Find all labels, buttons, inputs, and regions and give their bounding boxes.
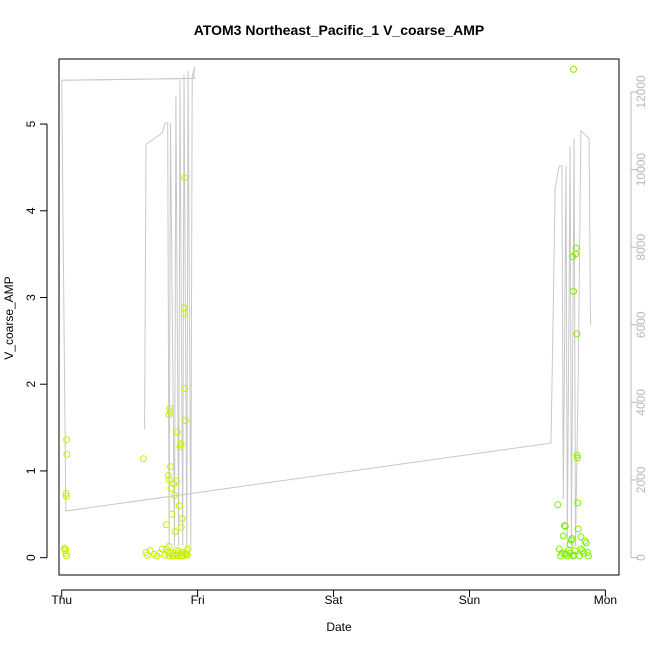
- data-point: [178, 515, 186, 523]
- y-tick-label: 1: [24, 467, 38, 474]
- y-tick-label: 3: [24, 294, 38, 301]
- data-point: [171, 491, 178, 499]
- x-tick-label: Fri: [191, 593, 205, 607]
- data-point: [166, 405, 174, 412]
- data-point: [554, 501, 562, 509]
- x-tick-label: Mon: [594, 593, 617, 607]
- data-point: [570, 287, 577, 295]
- data-point: [63, 451, 71, 458]
- y2-tick-label: 2000: [634, 466, 648, 493]
- data-point: [559, 532, 567, 540]
- line-series-path: [61, 66, 196, 546]
- data-point: [573, 451, 581, 459]
- data-point: [171, 528, 179, 536]
- y-tick-label: 4: [24, 207, 38, 214]
- data-point: [572, 244, 580, 252]
- data-point: [62, 545, 69, 553]
- data-point: [63, 552, 70, 560]
- secondary-line-series: [61, 66, 591, 546]
- x-tick-label: Thu: [51, 593, 72, 607]
- data-point: [165, 476, 173, 484]
- data-point: [568, 535, 576, 543]
- data-point: [167, 463, 174, 471]
- data-point: [573, 454, 581, 462]
- y-tick-label: 0: [24, 554, 38, 561]
- point-series: [60, 65, 592, 560]
- data-point: [165, 542, 173, 550]
- y-tick-label: 2: [24, 381, 38, 388]
- data-point: [162, 521, 170, 529]
- line-series-segment: [61, 77, 195, 81]
- y-tick-label: 5: [24, 120, 38, 127]
- y2-tick-label: 4000: [634, 389, 648, 416]
- data-point: [584, 552, 592, 560]
- y2-tick-label: 6000: [634, 311, 648, 338]
- data-point: [573, 330, 581, 338]
- data-point: [146, 547, 154, 555]
- data-point: [176, 443, 184, 451]
- data-point: [181, 385, 189, 392]
- data-point: [177, 523, 185, 531]
- x-tick-label: Sat: [325, 593, 344, 607]
- data-point: [561, 522, 569, 530]
- data-point: [181, 549, 189, 557]
- plot-frame: [58, 58, 620, 576]
- data-point: [168, 510, 176, 518]
- data-point: [561, 522, 569, 530]
- y2-tick-label: 0: [634, 554, 648, 561]
- line-series-segment: [61, 80, 591, 546]
- data-point: [173, 428, 181, 436]
- x-tick-label: Sun: [459, 593, 480, 607]
- data-point: [177, 441, 185, 449]
- axes: Thu Fri Sat Sun Mon 0 1 2 3 4 5 0 2000 4000 6000 8000 10…: [24, 58, 648, 607]
- data-point: [62, 492, 70, 500]
- y2-tick-label: 10000: [634, 153, 648, 187]
- data-point: [561, 549, 569, 557]
- data-point: [173, 477, 181, 485]
- data-point: [62, 490, 70, 497]
- data-point: [581, 537, 589, 545]
- data-point: [584, 549, 592, 556]
- data-point: [577, 533, 585, 541]
- data-point: [180, 304, 188, 312]
- chart-title: ATOM3 Northeast_Pacific_1 V_coarse_AMP: [194, 22, 485, 38]
- x-axis-label: Date: [326, 620, 352, 634]
- data-point: [181, 417, 189, 425]
- data-point: [574, 499, 582, 507]
- data-point: [167, 549, 174, 557]
- y-axis-label: V_coarse_AMP: [2, 276, 16, 359]
- data-point: [164, 471, 172, 479]
- data-point: [577, 545, 585, 553]
- data-point: [558, 549, 566, 557]
- data-point: [167, 408, 174, 416]
- data-point: [566, 541, 574, 549]
- y2-tick-label: 12000: [634, 75, 648, 109]
- y2-tick-label: 8000: [634, 233, 648, 260]
- data-point: [570, 65, 577, 73]
- data-point: [158, 545, 166, 553]
- data-point: [180, 309, 188, 317]
- data-point: [139, 455, 147, 463]
- data-point: [175, 502, 183, 510]
- data-point: [63, 436, 71, 444]
- data-point: [181, 174, 189, 182]
- data-point: [582, 539, 590, 547]
- data-point: [574, 525, 582, 533]
- data-point: [569, 552, 577, 560]
